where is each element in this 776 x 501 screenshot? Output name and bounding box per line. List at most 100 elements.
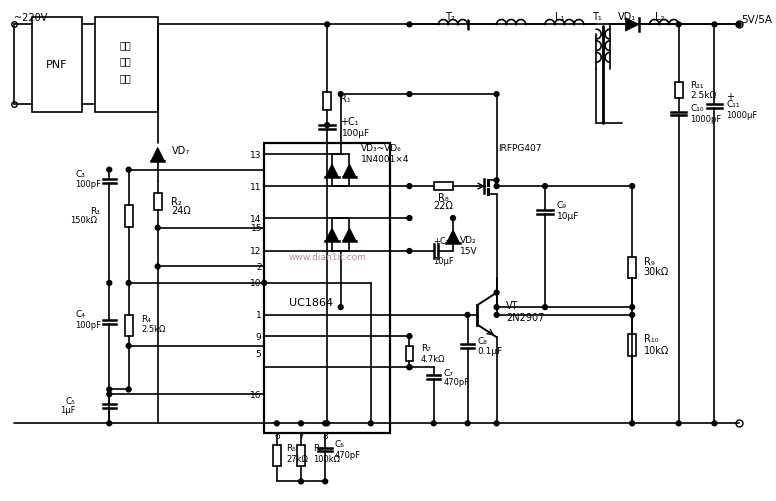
Text: R₇: R₇ (421, 344, 431, 353)
Circle shape (712, 421, 717, 426)
Text: PNF: PNF (47, 60, 68, 70)
Circle shape (494, 291, 499, 296)
Text: 10kΩ: 10kΩ (644, 345, 669, 355)
Circle shape (126, 344, 131, 349)
Text: R₁₀: R₁₀ (644, 334, 658, 343)
Text: VD₃~VD₆: VD₃~VD₆ (361, 144, 402, 153)
Circle shape (542, 305, 547, 310)
Text: 27kΩ: 27kΩ (286, 454, 308, 463)
Bar (273, 445, 281, 466)
Text: L₂: L₂ (655, 12, 664, 22)
Circle shape (676, 421, 681, 426)
Circle shape (542, 184, 547, 189)
Circle shape (299, 421, 303, 426)
Text: VD₁: VD₁ (618, 12, 636, 22)
Text: 15: 15 (251, 224, 262, 233)
Bar (324, 93, 331, 110)
Circle shape (126, 387, 131, 392)
Circle shape (407, 334, 412, 339)
Circle shape (494, 178, 499, 183)
Text: 8: 8 (322, 431, 328, 440)
Text: 10: 10 (250, 279, 262, 288)
Text: 100pF: 100pF (75, 179, 102, 188)
Bar (125, 206, 133, 227)
Text: C₃: C₃ (75, 170, 85, 179)
Circle shape (494, 93, 499, 97)
Circle shape (676, 23, 681, 28)
Circle shape (431, 421, 436, 426)
Circle shape (369, 421, 373, 426)
Text: R₉: R₉ (644, 256, 654, 266)
Text: R₆: R₆ (313, 443, 323, 452)
Text: 470pF: 470pF (335, 450, 361, 459)
Text: 6: 6 (274, 431, 279, 440)
Text: 1μF: 1μF (60, 405, 75, 414)
Bar (297, 445, 305, 466)
Text: 30kΩ: 30kΩ (644, 267, 669, 277)
Text: 14: 14 (250, 214, 262, 223)
Circle shape (126, 168, 131, 173)
Text: 100μF: 100μF (341, 129, 370, 138)
Polygon shape (151, 148, 165, 162)
Text: 100pF: 100pF (75, 321, 102, 329)
Text: 2.5kΩ: 2.5kΩ (691, 90, 716, 99)
Circle shape (451, 216, 456, 221)
Text: L₁: L₁ (555, 12, 564, 22)
Text: 24Ω: 24Ω (171, 206, 191, 216)
Circle shape (465, 421, 470, 426)
Bar (95, 18, 158, 112)
Text: 5: 5 (255, 349, 262, 358)
Text: +C₁: +C₁ (340, 117, 359, 127)
Text: 13: 13 (250, 150, 262, 159)
Bar (629, 335, 636, 356)
Circle shape (630, 184, 635, 189)
Circle shape (107, 168, 112, 173)
Circle shape (407, 216, 412, 221)
Circle shape (407, 184, 412, 189)
Circle shape (407, 249, 412, 254)
Text: 整流: 整流 (120, 56, 132, 66)
Circle shape (324, 123, 330, 128)
Circle shape (126, 281, 131, 286)
Text: VD₇: VD₇ (172, 146, 190, 156)
Text: 1000pF: 1000pF (691, 115, 722, 124)
Text: 10μF: 10μF (433, 257, 453, 266)
Text: 2N2907: 2N2907 (506, 312, 545, 322)
Circle shape (155, 226, 160, 230)
Circle shape (107, 392, 112, 397)
Circle shape (275, 421, 279, 426)
Polygon shape (625, 19, 639, 32)
Polygon shape (325, 164, 339, 178)
Polygon shape (446, 230, 460, 243)
Text: +: + (726, 92, 734, 102)
Text: 2: 2 (257, 263, 262, 272)
Circle shape (407, 365, 412, 370)
Text: 4.7kΩ: 4.7kΩ (421, 354, 445, 363)
Text: T₂: T₂ (445, 12, 455, 22)
Text: UC1864: UC1864 (289, 298, 334, 308)
Circle shape (338, 93, 343, 97)
Circle shape (465, 313, 470, 318)
Bar (125, 315, 133, 337)
Text: 电路: 电路 (120, 73, 132, 83)
Text: 15V: 15V (460, 247, 477, 256)
Text: C₉: C₉ (556, 200, 566, 209)
Text: C₅: C₅ (65, 396, 75, 405)
Text: C₆: C₆ (335, 439, 345, 448)
Bar (264, 143, 390, 433)
Text: 100kΩ: 100kΩ (313, 454, 340, 463)
Text: R₁: R₁ (340, 94, 351, 104)
Circle shape (155, 265, 160, 270)
Text: +C₂: +C₂ (433, 236, 449, 245)
Circle shape (324, 23, 330, 28)
Text: 150kΩ: 150kΩ (70, 216, 97, 225)
Text: 1: 1 (255, 311, 262, 320)
Text: 10μF: 10μF (556, 211, 579, 220)
Circle shape (107, 387, 112, 392)
Text: 12: 12 (250, 247, 262, 256)
Circle shape (107, 421, 112, 426)
Bar (406, 346, 414, 362)
Circle shape (494, 305, 499, 310)
Text: ~220V: ~220V (15, 13, 48, 23)
Polygon shape (325, 228, 339, 242)
